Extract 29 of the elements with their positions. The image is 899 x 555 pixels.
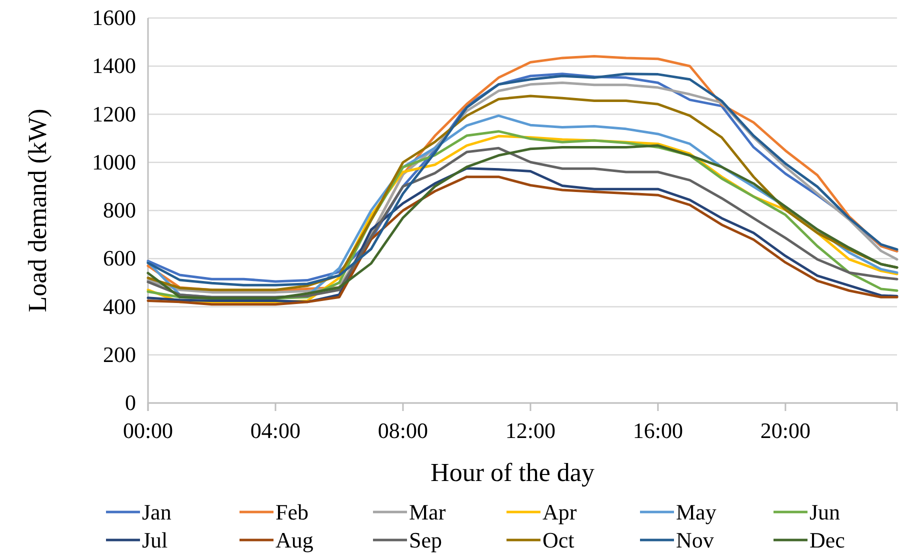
- y-tick-label: 600: [103, 246, 136, 271]
- legend-label: Sep: [409, 528, 442, 553]
- x-tick-label: 08:00: [378, 418, 428, 444]
- legend-label: Mar: [409, 500, 446, 525]
- y-tick-label: 0: [125, 390, 136, 416]
- y-tick-label: 200: [103, 342, 136, 367]
- y-tick-label: 1600: [92, 5, 136, 30]
- y-tick-label: 1200: [92, 101, 136, 126]
- legend-label: Feb: [276, 500, 308, 525]
- legend-label: Aug: [276, 528, 314, 553]
- y-tick-label: 400: [103, 294, 136, 319]
- legend-label: Oct: [542, 528, 574, 553]
- x-tick-label: 00:00: [122, 418, 174, 444]
- x-axis-title: Hour of the day: [430, 458, 594, 487]
- x-tick-label: 04:00: [250, 418, 301, 444]
- y-axis-title: Load demand (kW): [23, 108, 52, 312]
- legend-label: Apr: [542, 500, 578, 525]
- x-tick-label: 12:00: [505, 418, 556, 444]
- y-tick-label: 1400: [92, 53, 136, 78]
- legend-label: Jun: [810, 500, 840, 525]
- y-tick-label: 1000: [92, 149, 136, 174]
- legend-label: Jul: [142, 528, 168, 553]
- legend-label: Nov: [676, 528, 714, 553]
- x-tick-label: 16:00: [632, 418, 684, 444]
- y-tick-label: 800: [103, 198, 136, 223]
- legend-label: Dec: [810, 528, 846, 553]
- x-tick-label: 20:00: [760, 418, 811, 444]
- legend-label: May: [676, 500, 716, 525]
- legend-label: Jan: [142, 500, 172, 525]
